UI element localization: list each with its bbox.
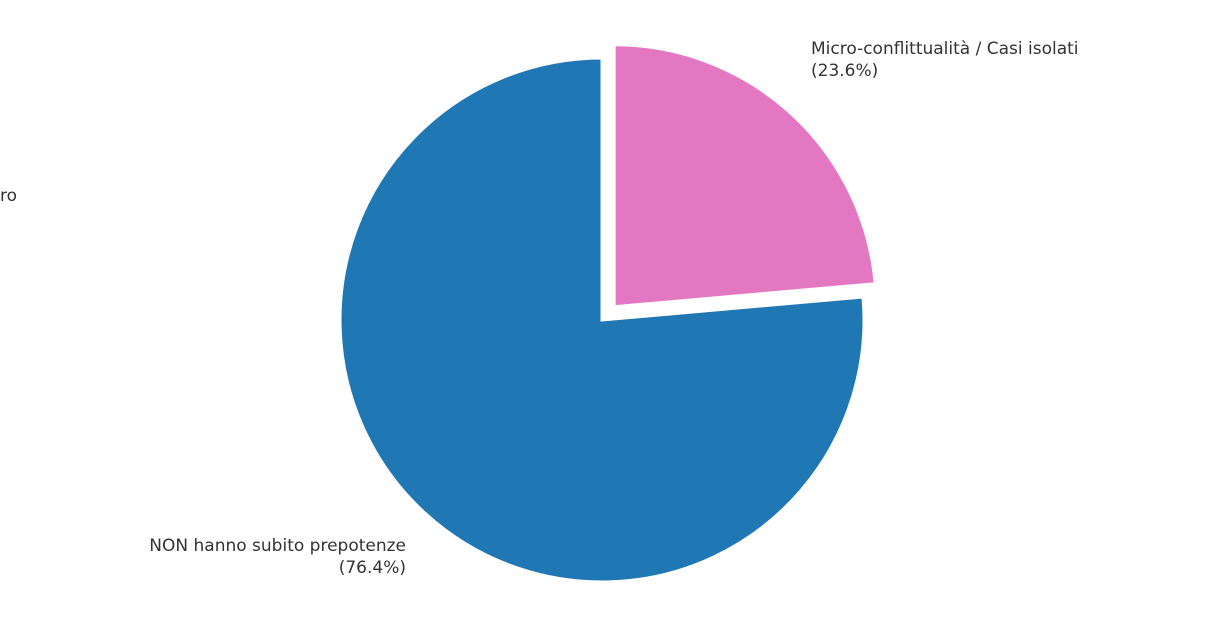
slice-label-no-bullying: NON hanno subito prepotenze (76.4%) <box>149 535 406 579</box>
slice-label-text: Micro-conflittualità / Casi isolati <box>811 39 1079 59</box>
clipped-label-fragment: ro <box>0 186 18 206</box>
slice-label-text: NON hanno subito prepotenze <box>149 536 406 556</box>
slice-percent-text: (76.4%) <box>338 558 406 578</box>
pie-slice-0 <box>338 56 866 584</box>
pie-slice-1 <box>612 43 877 309</box>
slice-percent-text: (23.6%) <box>811 61 879 81</box>
slice-label-micro-conflict: Micro-conflittualità / Casi isolati (23.… <box>811 38 1079 82</box>
